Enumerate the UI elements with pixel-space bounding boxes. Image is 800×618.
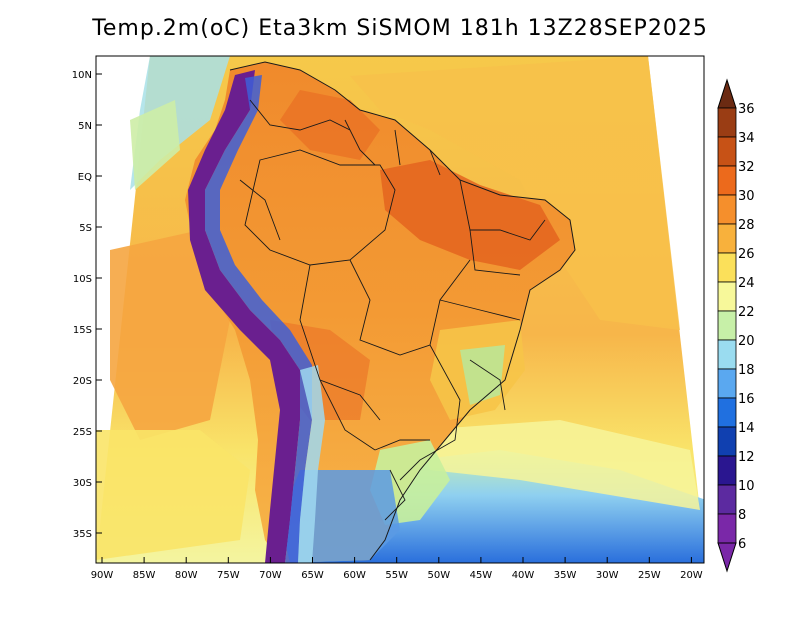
lat-tick-label: 25S xyxy=(73,427,92,438)
colorbar-label: 34 xyxy=(738,131,755,146)
colorbar-label: 10 xyxy=(738,479,755,494)
lon-tick-label: 70W xyxy=(259,570,282,581)
pacific-warm-zone xyxy=(110,230,230,440)
lon-tick-label: 80W xyxy=(175,570,198,581)
colorbar-bottom-arrow xyxy=(717,542,737,573)
colorbar-label: 32 xyxy=(738,160,755,175)
colorbar-label: 30 xyxy=(738,189,755,204)
lon-tick-label: 60W xyxy=(343,570,366,581)
lon-tick-label: 65W xyxy=(301,570,324,581)
colorbar-segment xyxy=(717,368,737,399)
colorbar-segment xyxy=(717,513,737,544)
colorbar-segment xyxy=(717,426,737,457)
latitude-axis: 10N 5N EQ 5S 10S 15S 20S 25S 30S 35S xyxy=(72,70,102,540)
colorbar-top-arrow xyxy=(717,78,737,109)
lat-tick-label: 20S xyxy=(73,376,92,387)
lon-tick-label: 40W xyxy=(512,570,535,581)
lat-tick-label: EQ xyxy=(78,172,92,183)
south-atlantic-mild-zone xyxy=(420,420,700,510)
colorbar-segment xyxy=(717,484,737,515)
lon-tick-label: 90W xyxy=(91,570,114,581)
colorbar-label: 24 xyxy=(738,276,755,291)
colorbar-label: 22 xyxy=(738,305,755,320)
colorbar-segment xyxy=(717,455,737,486)
lon-tick-label: 30W xyxy=(596,570,619,581)
country-borders xyxy=(239,99,546,521)
colorbar-label: 28 xyxy=(738,218,755,233)
colorbar-label: 16 xyxy=(738,392,755,407)
lat-tick-label: 5N xyxy=(78,121,92,132)
map-field xyxy=(96,56,704,563)
lat-tick-label: 15S xyxy=(73,325,92,336)
colorbar-label: 8 xyxy=(738,508,746,523)
colorbar-segment xyxy=(717,165,737,196)
pacific-cool-south xyxy=(96,430,250,560)
colorbar-segment xyxy=(717,310,737,341)
northeast-hot-zone xyxy=(380,160,560,270)
lon-tick-label: 75W xyxy=(217,570,240,581)
lon-tick-label: 20W xyxy=(680,570,703,581)
lon-tick-label: 45W xyxy=(470,570,493,581)
colorbar-label: 26 xyxy=(738,247,755,262)
colorbar-segment xyxy=(717,136,737,167)
lon-tick-label: 85W xyxy=(133,570,156,581)
colorbar-segment xyxy=(717,194,737,225)
lat-tick-label: 30S xyxy=(73,478,92,489)
longitude-axis: 90W 85W 80W 75W 70W 65W 60W 55W 50W 45W 40W 35W 30W 2… xyxy=(91,557,703,581)
north-hot-zone xyxy=(280,90,380,160)
lat-tick-label: 10N xyxy=(72,70,92,81)
colorbar-label: 14 xyxy=(738,421,755,436)
lat-tick-label: 35S xyxy=(73,529,92,540)
andes-east-cool xyxy=(298,365,325,563)
colorbar-label: 36 xyxy=(738,102,755,117)
colorbar-segment xyxy=(717,397,737,428)
colorbar-label: 20 xyxy=(738,334,755,349)
colorbar-segment xyxy=(717,339,737,370)
lon-tick-label: 55W xyxy=(385,570,408,581)
pacific-mild-zone xyxy=(130,100,180,190)
lon-tick-label: 50W xyxy=(427,570,450,581)
coastline xyxy=(229,61,576,561)
colorbar-segment xyxy=(717,281,737,312)
colorbar-segment xyxy=(717,252,737,283)
colorbar: 36 34 32 30 28 26 24 22 20 18 16 14 12 10 8 6 xyxy=(717,78,755,573)
atlantic-warm-zone xyxy=(350,56,680,330)
map-title: Temp.2m(oC) Eta3km SiSMOM 181h 13Z28SEP2… xyxy=(92,16,708,41)
andes-cold-strip xyxy=(188,70,300,563)
colorbar-segment xyxy=(717,223,737,254)
lon-tick-label: 25W xyxy=(638,570,661,581)
colorbar-label: 18 xyxy=(738,363,755,378)
lat-tick-label: 10S xyxy=(73,274,92,285)
colorbar-segment xyxy=(717,107,737,138)
colorbar-label: 12 xyxy=(738,450,755,465)
plot-frame xyxy=(95,55,705,564)
colorbar-label: 6 xyxy=(738,537,746,552)
lon-tick-label: 35W xyxy=(554,570,577,581)
lat-tick-label: 5S xyxy=(79,223,92,234)
